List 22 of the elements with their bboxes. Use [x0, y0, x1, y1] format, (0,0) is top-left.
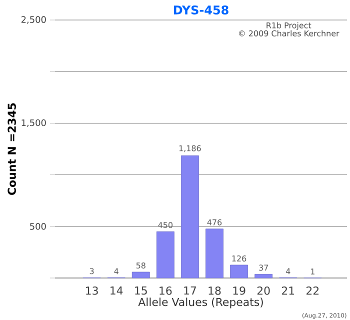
bar: [230, 264, 248, 278]
bar: [132, 272, 150, 278]
y-axis-title: Count N =2345: [8, 103, 16, 195]
x-axis-title: Allele Values (Repeats): [138, 298, 263, 308]
x-tick-label: 17: [184, 286, 196, 295]
x-tick-label: 18: [208, 286, 221, 295]
bar: [181, 155, 199, 278]
bar: [156, 231, 174, 278]
x-tick-label: 14: [110, 286, 123, 295]
x-tick-label: 21: [282, 286, 294, 295]
x-tick-label: 15: [135, 286, 147, 295]
x-tick-label: 22: [306, 286, 319, 295]
chart-title: DYS-458: [174, 5, 228, 15]
x-tick-label: 20: [257, 286, 270, 295]
bar: [206, 228, 224, 278]
y-tick-label: 1,500: [22, 119, 46, 128]
y-tick-label: 500: [30, 223, 46, 230]
bar: [254, 274, 273, 278]
x-tick-label: 16: [160, 286, 172, 295]
y-tick-label: 2,500: [21, 16, 46, 24]
x-tick-label: 13: [86, 286, 98, 295]
x-tick-label: 19: [233, 286, 246, 295]
